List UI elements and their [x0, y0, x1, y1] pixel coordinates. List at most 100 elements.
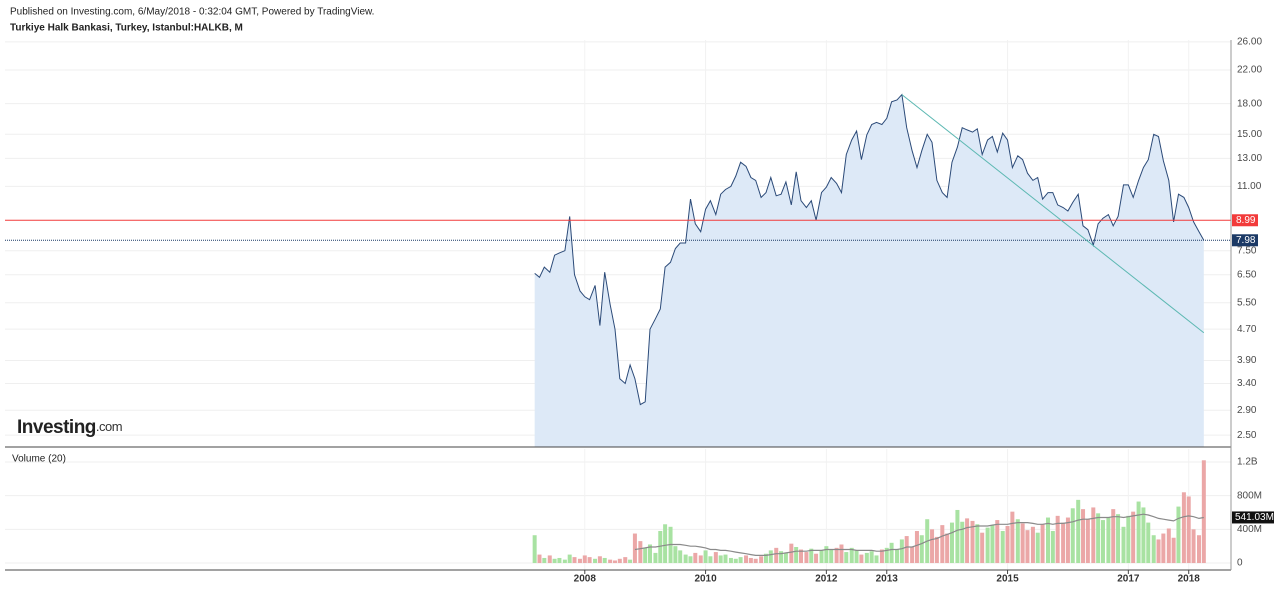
volume-bar [547, 555, 552, 564]
volume-bar [748, 557, 753, 564]
volume-bar [904, 536, 909, 564]
volume-bar [1171, 537, 1176, 564]
volume-bar [899, 539, 904, 564]
logo-suffix: .com [96, 419, 122, 434]
published-note: Published on Investing.com, 6/May/2018 -… [10, 7, 374, 18]
volume-bar [612, 560, 617, 564]
volume-bar [688, 556, 693, 564]
volume-bar [940, 525, 945, 564]
volume-bar [1015, 519, 1020, 564]
volume-bar [1161, 533, 1166, 564]
volume-bar [708, 556, 713, 564]
volume-bar [895, 549, 900, 564]
volume-bar [608, 559, 613, 564]
volume-bar [1085, 519, 1090, 564]
y2-tick-label: 1.2B [1237, 457, 1258, 468]
x-tick-label: 2010 [694, 574, 717, 585]
volume-bar [1076, 499, 1081, 564]
y-tick-label: 5.50 [1237, 297, 1257, 308]
volume-bar [703, 550, 708, 564]
volume-bar [789, 543, 794, 564]
plot [5, 93, 1231, 564]
volume-bar [869, 551, 874, 564]
volume-bar [864, 552, 869, 564]
volume-bar [839, 544, 844, 564]
volume-bar [975, 524, 980, 564]
volume-bar [819, 550, 824, 564]
y-tick-label: 13.00 [1237, 153, 1262, 164]
y2-tick-label: 0 [1237, 558, 1243, 569]
volume-bar [698, 555, 703, 564]
volume-bar [658, 531, 663, 564]
x-tick-label: 2012 [815, 574, 838, 585]
volume-bar [693, 552, 698, 564]
y2-tick-label: 800M [1237, 490, 1262, 501]
volume-bar [673, 546, 678, 564]
volume-bar [879, 549, 884, 564]
volume-bar [955, 509, 960, 564]
volume-bar [995, 520, 1000, 564]
level-box [1232, 214, 1258, 227]
x-tick-label: 2015 [996, 574, 1019, 585]
volume-bar [849, 547, 854, 564]
volume-bar [663, 524, 668, 564]
volume-bar [593, 558, 598, 564]
logo: Investing.com [17, 417, 122, 438]
volume-bar [738, 557, 743, 564]
ma-label-box [1232, 511, 1274, 524]
volume-bar [623, 557, 628, 564]
volume-bar [638, 541, 643, 564]
volume-bar [1030, 526, 1035, 564]
volume-bar [617, 558, 622, 564]
volume-bar [1116, 514, 1121, 564]
volume-bar [1131, 511, 1136, 564]
volume-bar [632, 533, 637, 564]
volume-bar [1176, 506, 1181, 564]
volume-bar [1166, 528, 1171, 564]
volume-bar [542, 557, 547, 564]
volume-bar [753, 558, 758, 564]
last-price-box [1232, 234, 1258, 247]
y-tick-label: 2.90 [1237, 405, 1257, 416]
volume-bar [567, 554, 572, 564]
volume-bar [1136, 501, 1141, 564]
volume-bar [779, 551, 784, 564]
volume-bar [945, 533, 950, 564]
x-tick-label: 2018 [1178, 574, 1201, 585]
volume-bar [718, 555, 723, 564]
volume-bar [910, 547, 915, 564]
volume-bar [774, 547, 779, 564]
volume-bar [970, 520, 975, 564]
y-tick-label: 22.00 [1237, 65, 1262, 76]
volume-bar [1061, 522, 1066, 564]
volume-bar [990, 525, 995, 564]
volume-bar [919, 535, 924, 564]
volume-bar [562, 559, 567, 564]
y-tick-label: 2.50 [1237, 430, 1257, 441]
volume-bar [1121, 526, 1126, 564]
volume-bar [934, 536, 939, 564]
volume-bar [759, 556, 764, 564]
volume-bar [1005, 525, 1010, 564]
volume-bar [1081, 509, 1086, 564]
volume-bar [723, 554, 728, 564]
volume-bar [1181, 492, 1186, 564]
volume-bar [1126, 515, 1131, 564]
volume-bar [1020, 523, 1025, 564]
y-tick-label: 7.50 [1237, 245, 1257, 256]
y2-tick-label: 400M [1237, 524, 1262, 535]
volume-bar [829, 549, 834, 564]
volume-bar [587, 557, 592, 564]
volume-bar [582, 555, 587, 564]
x-tick-label: 2013 [876, 574, 899, 585]
x-tick-label: 2008 [574, 574, 597, 585]
volume-bar [1196, 535, 1201, 564]
volume-bar [1055, 515, 1060, 564]
volume-bar [960, 521, 965, 564]
volume-bar [1096, 513, 1101, 564]
volume-bar [859, 554, 864, 564]
volume-bar [713, 552, 718, 564]
volume-bar [965, 518, 970, 564]
volume-bar [874, 555, 879, 564]
